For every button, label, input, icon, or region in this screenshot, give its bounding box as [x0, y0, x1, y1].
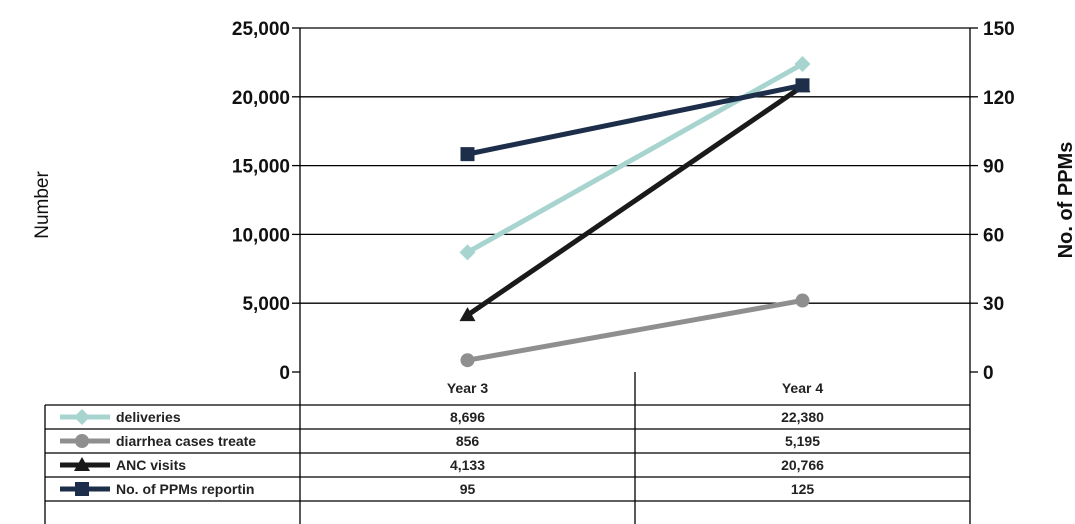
table-value-cell: 22,380	[781, 409, 824, 425]
table-header-cell: Year 3	[447, 380, 488, 396]
right-axis-ticks: 150 120 90 60 30 0	[983, 19, 1015, 384]
left-axis-title: Number	[32, 171, 53, 239]
left-tick-label: 0	[279, 363, 290, 384]
series-3	[460, 78, 810, 162]
right-tick-label: 0	[983, 363, 994, 384]
data-point	[459, 307, 476, 322]
series-line	[465, 82, 805, 157]
legend-label: deliveries	[116, 409, 181, 425]
table-value-cell: 125	[791, 481, 815, 497]
data-point	[460, 147, 475, 162]
right-tick-label: 60	[983, 225, 1004, 246]
legend-label: No. of PPMs reportin	[116, 481, 254, 497]
left-tick-label: 10,000	[232, 225, 290, 246]
right-tick-label: 30	[983, 294, 1004, 315]
right-axis-title: No. of PPMs	[1055, 142, 1075, 259]
series-line	[465, 61, 805, 255]
table-value-cell: 20,766	[781, 457, 824, 473]
table-value-cell: 856	[456, 433, 480, 449]
legend-label: diarrhea cases treate	[116, 433, 256, 449]
left-tick-label: 5,000	[242, 294, 290, 315]
table-value-cell: 8,696	[450, 409, 485, 425]
series-line	[465, 83, 805, 318]
series-line	[465, 298, 805, 363]
right-tick-label: 150	[983, 19, 1015, 40]
data-point	[74, 409, 90, 425]
series-0	[459, 56, 811, 261]
right-tick-label: 120	[983, 88, 1015, 109]
data-point	[794, 56, 811, 73]
left-tick-label: 20,000	[232, 88, 290, 109]
table-header-cell: Year 4	[782, 380, 823, 396]
data-table: Year 3 Year 4 deliveries 8,696 22,380 diarrhe…	[44, 372, 971, 524]
series-2	[459, 78, 811, 322]
legend-label: ANC visits	[116, 457, 186, 473]
table-value-cell: 4,133	[450, 457, 485, 473]
data-point	[460, 353, 475, 368]
table-value-cell: 95	[460, 481, 476, 497]
data-point	[795, 293, 810, 308]
axes	[292, 27, 978, 373]
left-tick-label: 25,000	[232, 19, 290, 40]
data-point	[795, 78, 810, 93]
data-point	[459, 244, 476, 261]
data-point	[75, 482, 89, 496]
series-layer	[459, 56, 811, 368]
right-tick-label: 90	[983, 157, 1004, 178]
grid-lines	[300, 27, 970, 304]
left-tick-label: 15,000	[232, 157, 290, 178]
table-value-cell: 5,195	[785, 433, 820, 449]
data-point	[75, 434, 89, 448]
left-axis-ticks: 25,000 20,000 15,000 10,000 5,000 0	[232, 19, 290, 384]
data-point	[74, 457, 90, 471]
series-1	[460, 293, 810, 368]
